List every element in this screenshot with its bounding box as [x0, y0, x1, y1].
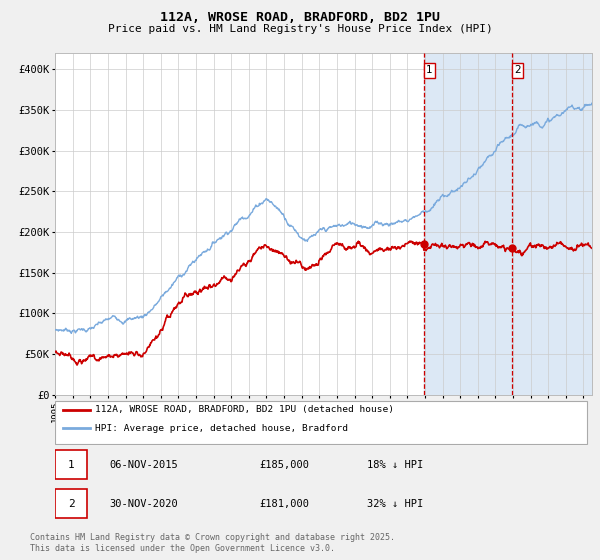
- Text: 2: 2: [68, 498, 74, 508]
- FancyBboxPatch shape: [55, 400, 587, 444]
- Text: HPI: Average price, detached house, Bradford: HPI: Average price, detached house, Brad…: [95, 424, 349, 433]
- Text: 112A, WROSE ROAD, BRADFORD, BD2 1PU: 112A, WROSE ROAD, BRADFORD, BD2 1PU: [160, 11, 440, 24]
- Text: Contains HM Land Registry data © Crown copyright and database right 2025.
This d: Contains HM Land Registry data © Crown c…: [30, 533, 395, 553]
- Text: 112A, WROSE ROAD, BRADFORD, BD2 1PU (detached house): 112A, WROSE ROAD, BRADFORD, BD2 1PU (det…: [95, 405, 394, 414]
- Text: £185,000: £185,000: [259, 460, 309, 470]
- Text: £181,000: £181,000: [259, 498, 309, 508]
- Text: Price paid vs. HM Land Registry's House Price Index (HPI): Price paid vs. HM Land Registry's House …: [107, 24, 493, 34]
- FancyBboxPatch shape: [55, 489, 88, 518]
- Bar: [424, 53, 512, 395]
- FancyBboxPatch shape: [55, 450, 88, 479]
- Text: 1: 1: [68, 460, 74, 470]
- Text: 2: 2: [514, 65, 521, 75]
- Bar: [512, 53, 592, 395]
- Text: 32% ↓ HPI: 32% ↓ HPI: [367, 498, 423, 508]
- Text: 06-NOV-2015: 06-NOV-2015: [109, 460, 178, 470]
- Text: 30-NOV-2020: 30-NOV-2020: [109, 498, 178, 508]
- Text: 18% ↓ HPI: 18% ↓ HPI: [367, 460, 423, 470]
- Text: 1: 1: [426, 65, 433, 75]
